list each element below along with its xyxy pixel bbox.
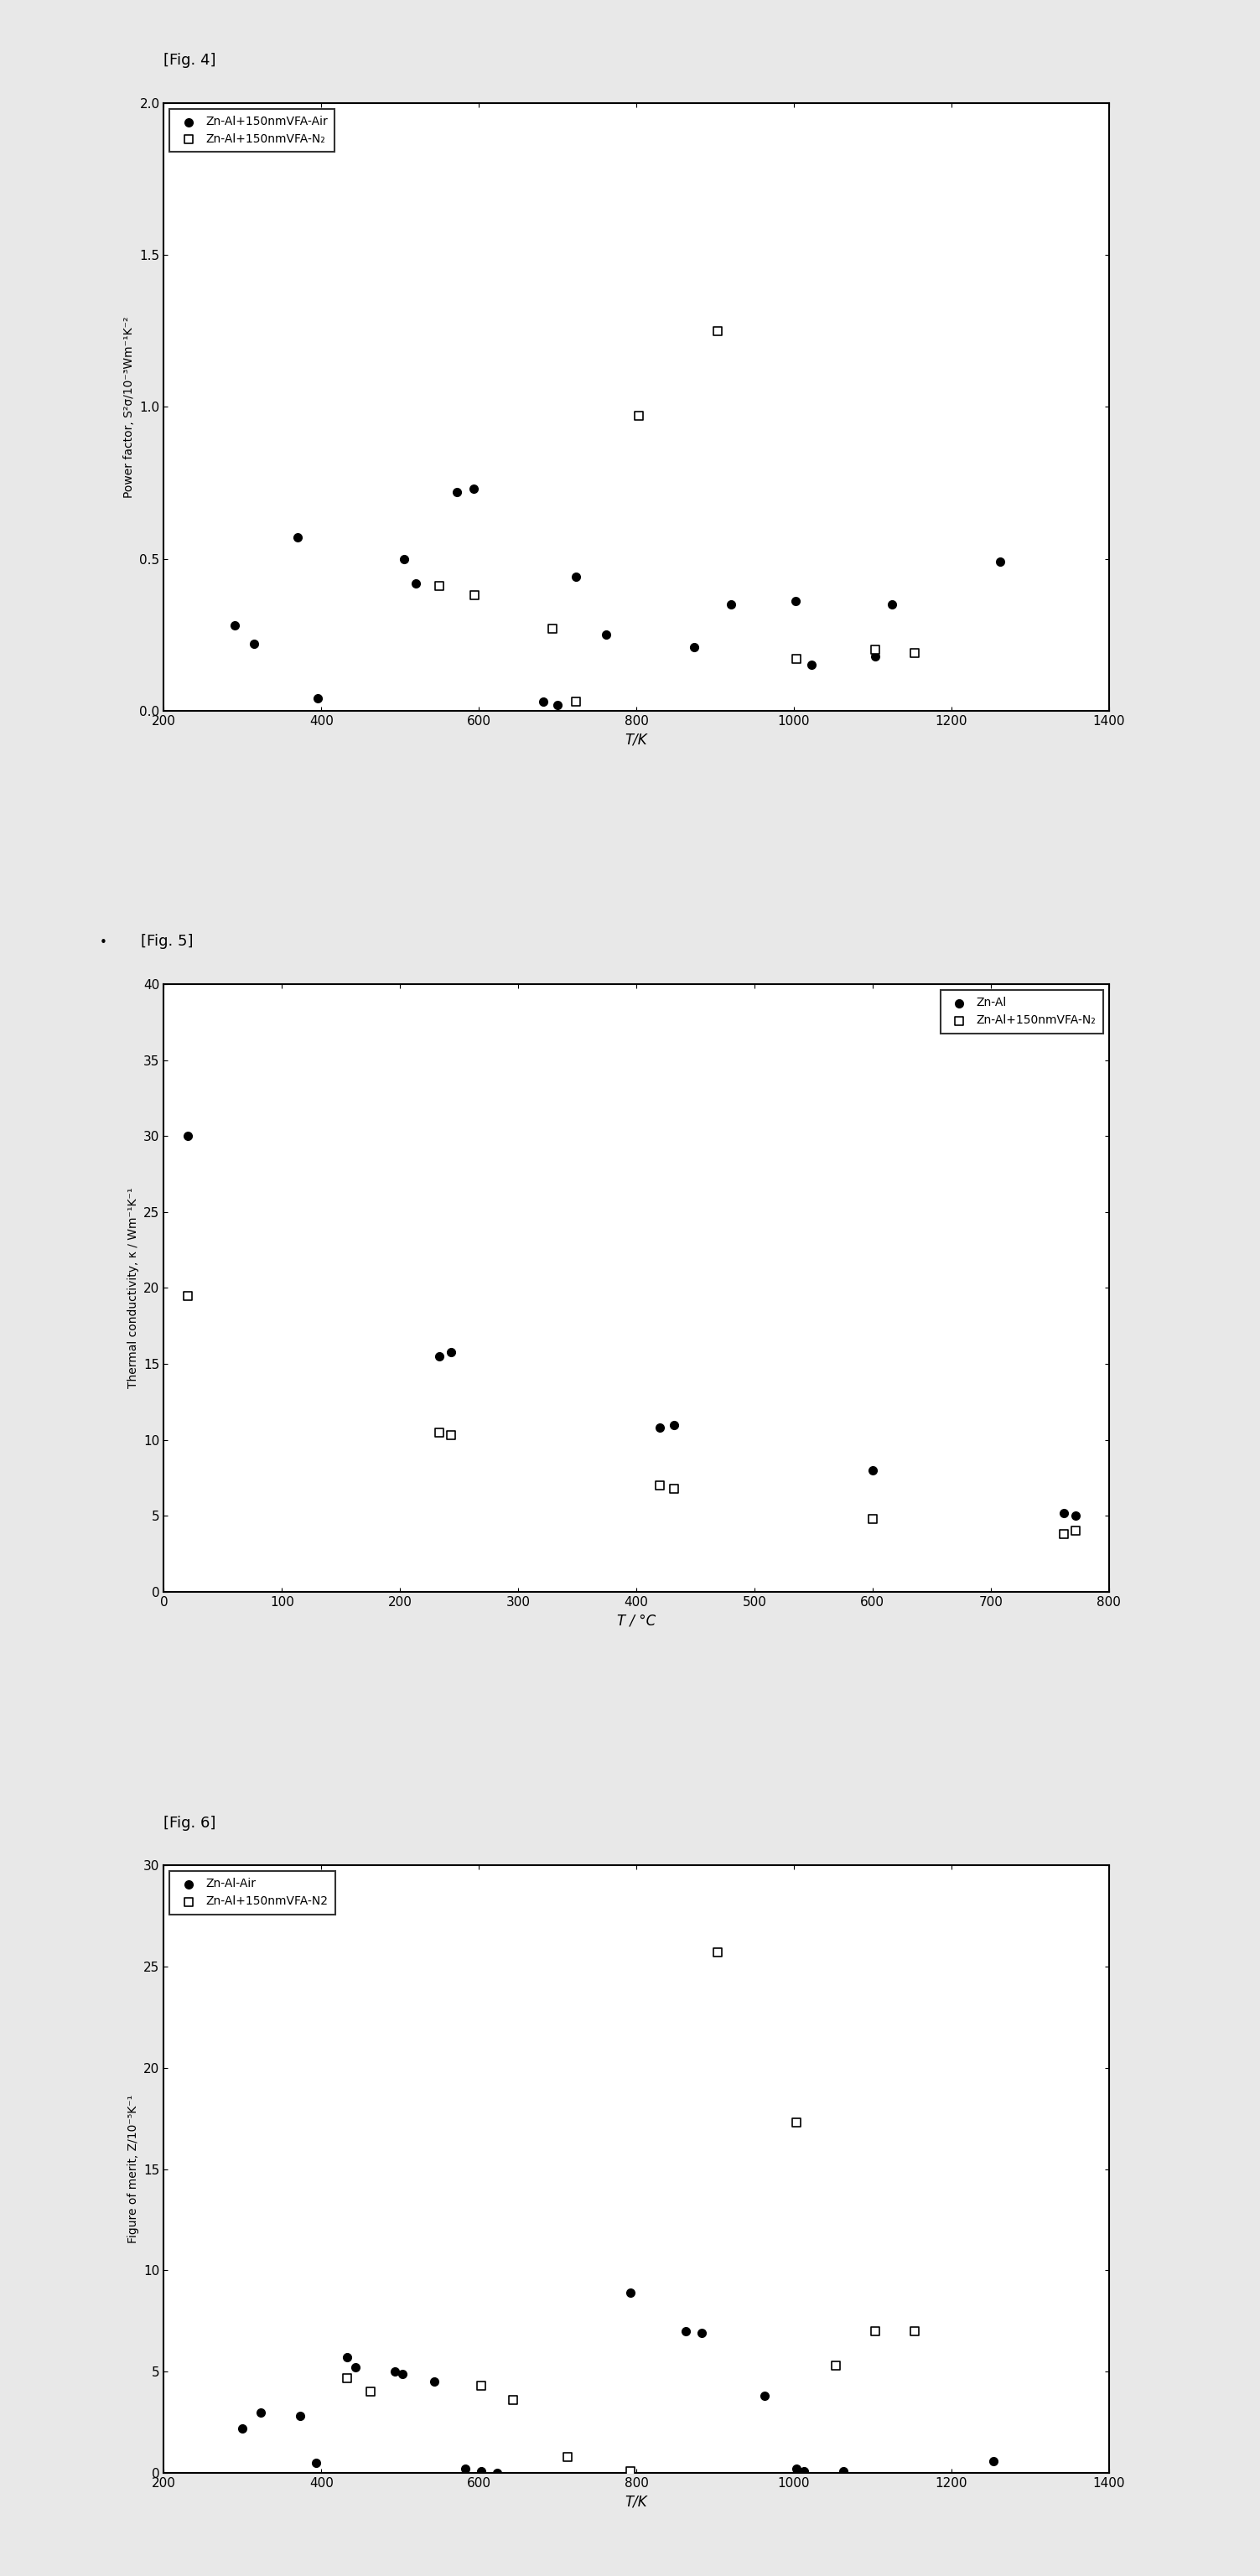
Zn-Al+150nmVFA-N₂: [178, 1275, 198, 1316]
Zn-Al+150nmVFA-N₂: [707, 309, 727, 350]
Zn-Al+150nmVFA-Air: [406, 562, 426, 603]
Zn-Al+150nmVFA-Air: [307, 677, 328, 719]
Zn-Al: [650, 1406, 670, 1448]
Zn-Al+150nmVFA-Air: [721, 585, 741, 626]
Zn-Al-Air: [833, 2450, 853, 2491]
Zn-Al-Air: [621, 2272, 641, 2313]
Zn-Al+150nmVFA-N₂: [1053, 1515, 1074, 1556]
Zn-Al+150nmVFA-Air: [785, 580, 805, 621]
Text: •: •: [100, 938, 107, 948]
X-axis label: T/K: T/K: [625, 732, 648, 747]
Zn-Al+150nmVFA-Air: [596, 613, 616, 654]
Zn-Al-Air: [786, 2447, 806, 2488]
Zn-Al+150nmVFA-Air: [287, 518, 307, 559]
Zn-Al+150nmVFA-N2: [338, 2357, 358, 2398]
Zn-Al-Air: [755, 2375, 775, 2416]
Zn-Al-Air: [306, 2442, 326, 2483]
Zn-Al+150nmVFA-N₂: [629, 394, 649, 435]
Zn-Al: [863, 1450, 883, 1492]
Zn-Al: [178, 1115, 198, 1157]
Zn-Al+150nmVFA-N2: [471, 2365, 491, 2406]
Zn-Al+150nmVFA-N2: [864, 2311, 885, 2352]
Zn-Al+150nmVFA-Air: [801, 644, 822, 685]
Zn-Al+150nmVFA-Air: [244, 623, 265, 665]
Zn-Al-Air: [471, 2450, 491, 2491]
Zn-Al+150nmVFA-N₂: [430, 567, 450, 608]
Zn-Al+150nmVFA-N2: [503, 2380, 523, 2421]
Y-axis label: Power factor, S²σ/10⁻³Wm⁻¹K⁻²: Power factor, S²σ/10⁻³Wm⁻¹K⁻²: [123, 317, 135, 497]
Zn-Al-Air: [251, 2391, 271, 2432]
Zn-Al+150nmVFA-N₂: [863, 1499, 883, 1540]
Zn-Al+150nmVFA-Air: [533, 680, 553, 721]
Zn-Al: [664, 1404, 684, 1445]
Zn-Al-Air: [675, 2311, 696, 2352]
Zn-Al+150nmVFA-N2: [905, 2311, 925, 2352]
Zn-Al+150nmVFA-N₂: [542, 608, 562, 649]
Zn-Al: [441, 1332, 461, 1373]
Zn-Al: [1053, 1492, 1074, 1533]
Zn-Al+150nmVFA-N₂: [428, 1412, 449, 1453]
Zn-Al+150nmVFA-N₂: [441, 1414, 461, 1455]
Y-axis label: Figure of merit, Z/10⁻⁵K⁻¹: Figure of merit, Z/10⁻⁵K⁻¹: [127, 2094, 139, 2244]
Zn-Al+150nmVFA-N2: [825, 2344, 845, 2385]
Zn-Al+150nmVFA-N₂: [566, 680, 586, 721]
Zn-Al+150nmVFA-Air: [446, 471, 466, 513]
Zn-Al-Air: [345, 2347, 365, 2388]
Zn-Al+150nmVFA-Air: [990, 541, 1011, 582]
Zn-Al+150nmVFA-N₂: [864, 629, 885, 670]
Zn-Al+150nmVFA-N₂: [1066, 1510, 1086, 1551]
Legend: Zn-Al+150nmVFA-Air, Zn-Al+150nmVFA-N₂: Zn-Al+150nmVFA-Air, Zn-Al+150nmVFA-N₂: [170, 108, 335, 152]
Zn-Al-Air: [692, 2313, 712, 2354]
Zn-Al-Air: [794, 2450, 814, 2491]
Zn-Al+150nmVFA-Air: [864, 636, 885, 677]
Zn-Al+150nmVFA-N₂: [786, 639, 806, 680]
Zn-Al-Air: [290, 2396, 310, 2437]
Zn-Al+150nmVFA-Air: [547, 685, 567, 726]
Zn-Al+150nmVFA-Air: [464, 469, 484, 510]
X-axis label: T / °C: T / °C: [617, 1613, 655, 1628]
Legend: Zn-Al, Zn-Al+150nmVFA-N₂: Zn-Al, Zn-Al+150nmVFA-N₂: [940, 989, 1102, 1033]
Zn-Al+150nmVFA-N2: [707, 1932, 727, 1973]
Zn-Al-Air: [486, 2452, 507, 2494]
Zn-Al+150nmVFA-Air: [224, 605, 244, 647]
Zn-Al+150nmVFA-N2: [621, 2450, 641, 2491]
Legend: Zn-Al-Air, Zn-Al+150nmVFA-N2: Zn-Al-Air, Zn-Al+150nmVFA-N2: [170, 1870, 335, 1914]
Text: [Fig. 4]: [Fig. 4]: [164, 54, 217, 67]
Zn-Al-Air: [232, 2409, 252, 2450]
Zn-Al+150nmVFA-N₂: [664, 1468, 684, 1510]
Zn-Al+150nmVFA-Air: [882, 585, 902, 626]
Zn-Al+150nmVFA-Air: [394, 538, 415, 580]
Y-axis label: Thermal conductivity, κ / Wm⁻¹K⁻¹: Thermal conductivity, κ / Wm⁻¹K⁻¹: [127, 1188, 139, 1388]
Zn-Al+150nmVFA-N₂: [905, 631, 925, 672]
Zn-Al: [428, 1337, 449, 1378]
X-axis label: T/K: T/K: [625, 2494, 648, 2509]
Zn-Al+150nmVFA-N₂: [465, 574, 485, 616]
Zn-Al-Air: [983, 2439, 1003, 2481]
Zn-Al: [1066, 1494, 1086, 1535]
Zn-Al+150nmVFA-N2: [360, 2372, 381, 2414]
Zn-Al+150nmVFA-N2: [786, 2102, 806, 2143]
Zn-Al+150nmVFA-Air: [566, 556, 586, 598]
Zn-Al-Air: [338, 2336, 358, 2378]
Text: [Fig. 6]: [Fig. 6]: [164, 1816, 217, 1832]
Text: [Fig. 5]: [Fig. 5]: [141, 935, 193, 948]
Zn-Al-Air: [423, 2362, 444, 2403]
Zn-Al+150nmVFA-Air: [684, 626, 704, 667]
Zn-Al-Air: [392, 2352, 412, 2393]
Zn-Al-Air: [455, 2447, 475, 2488]
Zn-Al-Air: [384, 2352, 404, 2393]
Zn-Al+150nmVFA-N2: [558, 2437, 578, 2478]
Zn-Al+150nmVFA-N₂: [650, 1466, 670, 1507]
